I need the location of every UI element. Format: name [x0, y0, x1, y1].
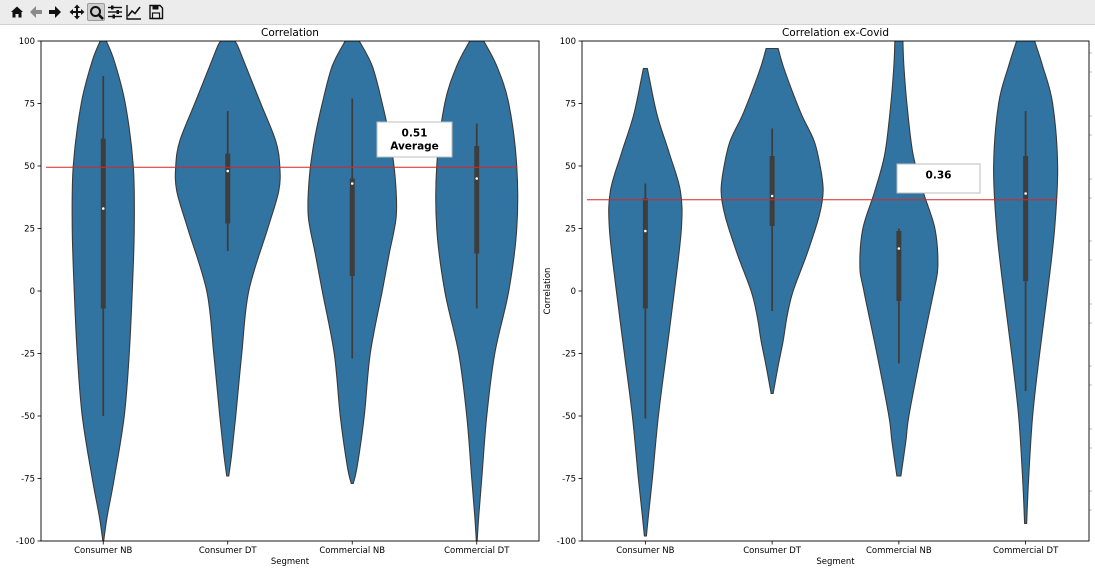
y-tick-label: 100	[19, 37, 35, 47]
y-tick-label: 25	[24, 225, 35, 235]
x-axis-label: Segment	[816, 557, 855, 567]
y-axis-label: Correlation	[543, 268, 553, 315]
violin-median-marker	[101, 207, 105, 210]
violin-median-marker	[226, 169, 230, 173]
violin-iqr-box	[100, 138, 106, 309]
y-tick-label: 75	[565, 100, 576, 110]
annotation-text: Average	[390, 141, 439, 153]
x-axis-label: Segment	[271, 557, 310, 567]
y-tick-label: -75	[21, 475, 35, 485]
axes-edit-icon[interactable]	[125, 3, 143, 21]
y-tick-label: 50	[24, 162, 35, 172]
y-tick-label: -25	[562, 350, 576, 360]
x-tick-label: Commercial NB	[866, 546, 932, 556]
y-tick-label: 25	[565, 225, 576, 235]
x-tick-label: Consumer NB	[616, 546, 674, 556]
chart-title: Correlation ex-Covid	[782, 27, 889, 39]
violin-iqr-box	[769, 156, 775, 226]
y-tick-label: -25	[21, 350, 35, 360]
y-tick-label: 0	[571, 287, 576, 297]
y-tick-label: -75	[562, 475, 576, 485]
y-tick-label: 75	[24, 100, 35, 110]
x-tick-label: Consumer DT	[743, 546, 802, 556]
y-tick-label: -50	[21, 412, 35, 422]
x-tick-label: Commercial NB	[319, 546, 385, 556]
violin-median-marker	[475, 177, 479, 180]
violin-median-marker	[897, 247, 901, 250]
y-tick-label: 0	[30, 287, 35, 297]
y-tick-label: 100	[560, 37, 576, 47]
chart-title: Correlation	[261, 27, 319, 39]
navigation-toolbar	[0, 0, 1095, 25]
violin-median-marker	[644, 229, 647, 233]
violin-iqr-box	[225, 153, 231, 224]
right-edge-ticks	[1089, 52, 1092, 511]
violin-median-marker	[350, 182, 354, 185]
x-tick-label: Consumer DT	[199, 546, 258, 556]
y-tick-label: 50	[565, 162, 576, 172]
pan-move-icon[interactable]	[68, 3, 86, 21]
annotation-text: 0.51	[402, 128, 428, 140]
violin-median-marker	[1024, 192, 1027, 195]
back-arrow-icon[interactable]	[27, 3, 45, 21]
violin-iqr-box	[474, 146, 480, 254]
violin-iqr-box	[896, 231, 902, 301]
save-floppy-icon[interactable]	[147, 3, 165, 21]
y-tick-label: -100	[557, 537, 576, 547]
subplot-2: 0.36 -100 -75 -50 -25 0 25 50 75 100 Consumer NB Co…	[543, 27, 1090, 567]
average-annotation-box	[896, 163, 981, 194]
plot-area	[608, 41, 1059, 537]
violin-iqr-box	[1023, 156, 1029, 281]
annotation-text: 0.36	[926, 170, 952, 182]
y-tick-label: -100	[16, 537, 35, 547]
x-tick-label: Consumer NB	[74, 546, 132, 556]
y-tick-label: -50	[562, 412, 576, 422]
violin-iqr-box	[642, 198, 648, 309]
violin-iqr-box	[349, 178, 355, 276]
x-tick-label: Commercial DT	[444, 546, 510, 556]
violin-median-marker	[770, 194, 774, 198]
subplots-config-icon[interactable]	[106, 3, 124, 21]
violin-consumer-dt	[174, 41, 281, 477]
plot-area	[71, 41, 519, 541]
average-annotation-box	[376, 121, 453, 158]
zoom-magnifier-icon[interactable]	[87, 3, 105, 21]
forward-arrow-icon[interactable]	[46, 3, 64, 21]
x-tick-label: Commercial DT	[993, 546, 1059, 556]
home-icon[interactable]	[8, 3, 26, 21]
